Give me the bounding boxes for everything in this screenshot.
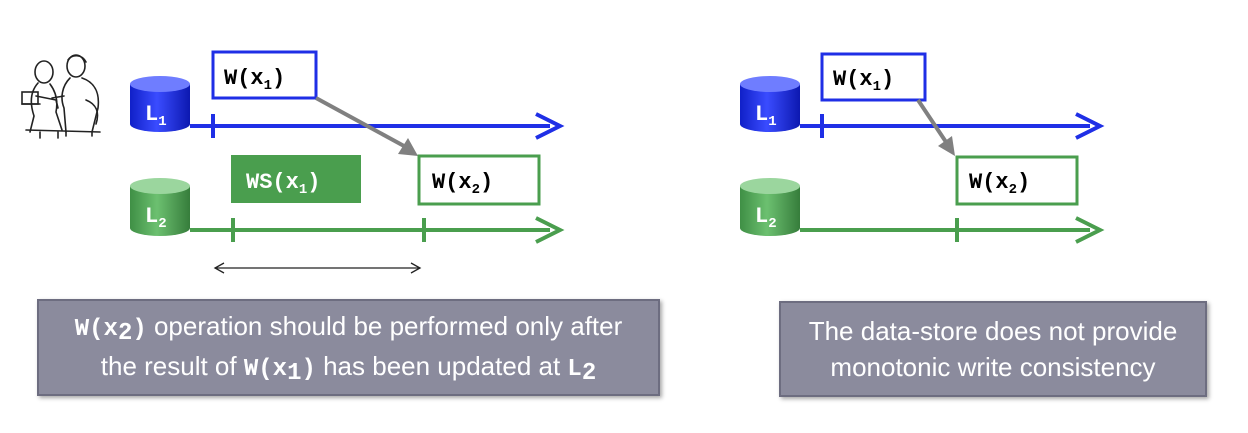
left-propagation-arrow bbox=[315, 96, 418, 156]
left-w-x2-box: W(x2) bbox=[417, 154, 541, 206]
left-l2-timeline bbox=[190, 216, 565, 244]
right-caption-line2: monotonic write consistency bbox=[830, 352, 1156, 382]
right-l1-cylinder: L1 bbox=[740, 76, 800, 132]
person-at-computer-icon bbox=[21, 54, 101, 139]
left-l2-label: L2 bbox=[145, 204, 167, 232]
right-l2-cylinder: L2 bbox=[740, 178, 800, 236]
left-caption-line2: the result of W(x1) has been updated at … bbox=[100, 350, 597, 387]
left-ws-x1-label: WS(x1) bbox=[246, 170, 320, 198]
left-caption-box: W(x2) operation should be performed only… bbox=[37, 299, 660, 396]
right-w-x2-label: W(x2) bbox=[969, 170, 1030, 198]
right-caption-box: The data-store does not provide monotoni… bbox=[779, 301, 1207, 397]
right-w-x2-box: W(x2) bbox=[955, 155, 1079, 206]
left-l1-label: L1 bbox=[145, 102, 167, 130]
left-interval-arrow bbox=[213, 262, 422, 274]
left-caption-line1: W(x2) operation should be performed only… bbox=[74, 310, 623, 347]
right-l1-timeline bbox=[800, 112, 1105, 140]
right-l1-label: L1 bbox=[755, 102, 777, 130]
right-propagation-arrow bbox=[916, 98, 955, 156]
left-l1-timeline bbox=[190, 112, 565, 140]
left-ws-x1-box: WS(x1) bbox=[231, 155, 361, 203]
left-w-x2-label: W(x2) bbox=[432, 170, 493, 198]
right-w-x1-label: W(x1) bbox=[833, 67, 894, 95]
right-l2-timeline bbox=[800, 216, 1105, 244]
right-w-x1-box: W(x1) bbox=[820, 52, 927, 102]
left-l2-cylinder: L2 bbox=[130, 178, 190, 236]
right-l2-label: L2 bbox=[755, 204, 777, 232]
left-l1-cylinder: L1 bbox=[130, 76, 190, 132]
left-w-x1-box: W(x1) bbox=[211, 50, 318, 100]
right-caption-line1: The data-store does not provide bbox=[808, 316, 1178, 346]
left-w-x1-label: W(x1) bbox=[224, 66, 285, 94]
